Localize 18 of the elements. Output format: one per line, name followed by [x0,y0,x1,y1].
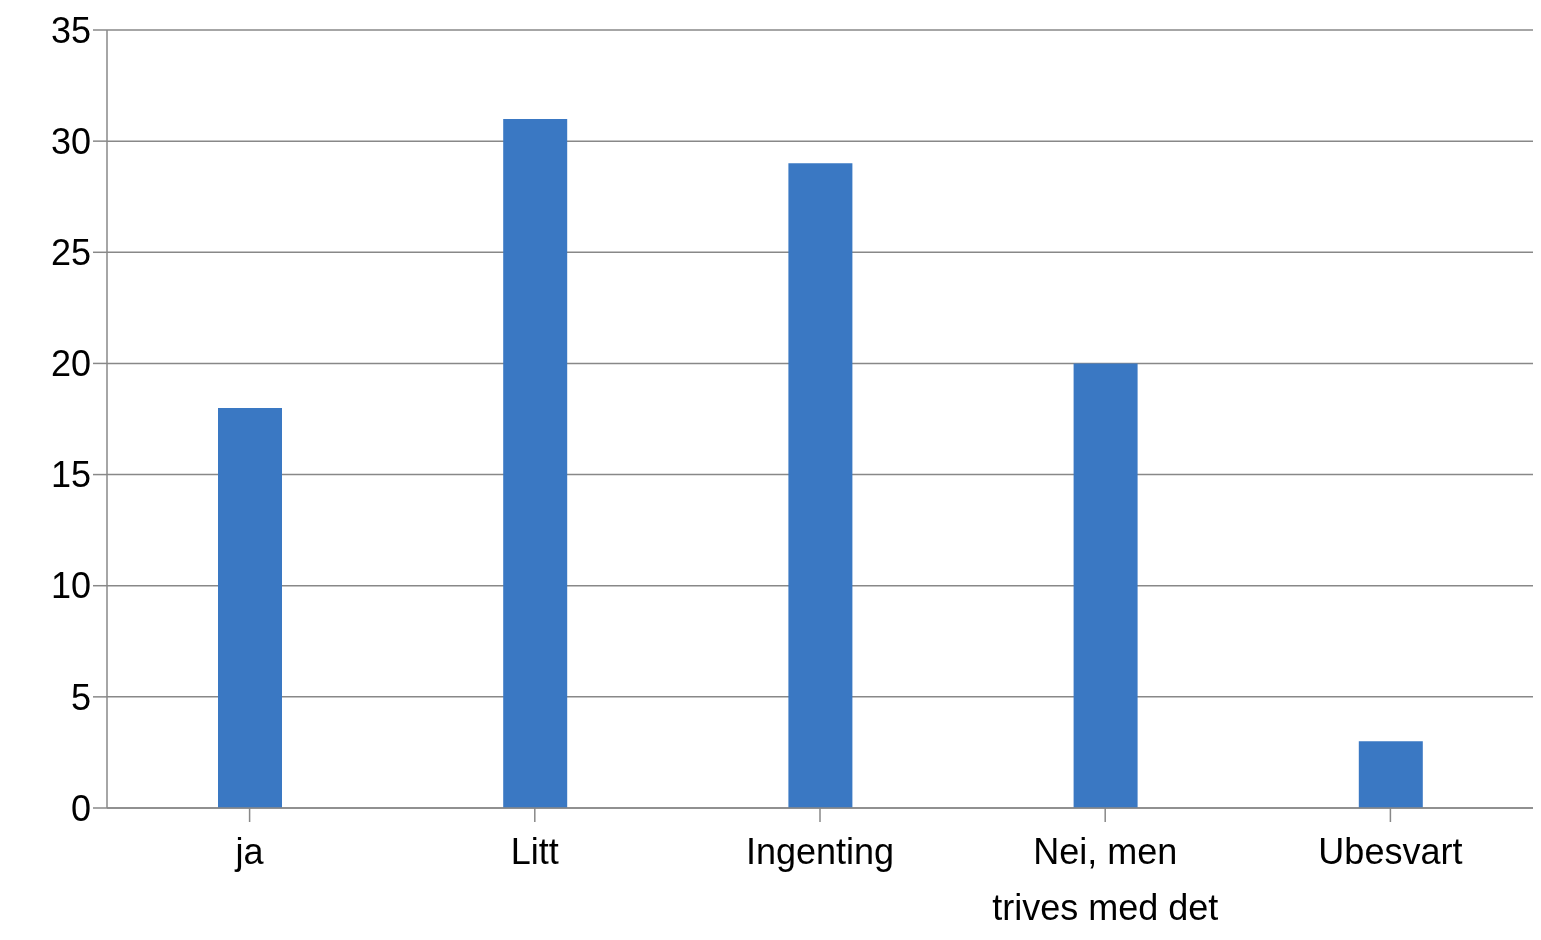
y-tick-label: 25 [50,232,91,274]
bar [788,163,853,808]
x-tick-label: Ubesvart [1318,831,1463,872]
y-tick-label: 0 [70,787,91,829]
y-tick-label: 5 [70,676,91,718]
y-tick-label: 20 [50,343,91,385]
bar [1073,363,1138,808]
x-tick-label: ja [234,831,265,872]
y-tick-label: 35 [50,9,91,51]
bar [503,118,568,808]
x-tick-label: Nei, men trives med det [992,831,1219,928]
y-tick-label: 10 [50,565,91,607]
y-tick-label: 15 [50,454,91,496]
y-tick-label: 30 [50,120,91,162]
bar [218,407,282,808]
bar [1358,741,1423,808]
x-tick-label: Ingenting [745,831,895,872]
x-tick-label: Litt [510,831,559,872]
